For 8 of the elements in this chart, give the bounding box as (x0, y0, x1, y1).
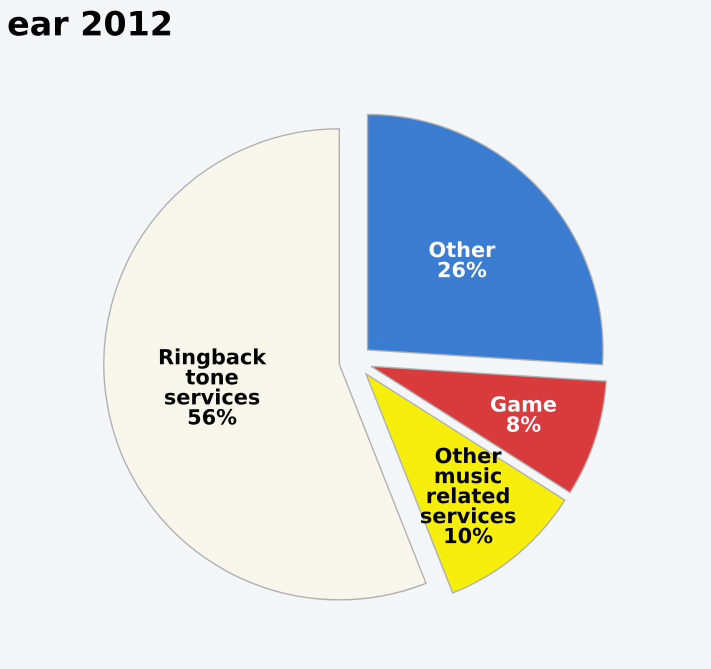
slice-label: Other (430, 241, 496, 258)
chart-title: ear 2012 (8, 10, 170, 36)
data-label: 8% (507, 416, 540, 432)
data-label: 10% (445, 528, 492, 544)
slice-label: Ringback tone services (160, 348, 267, 405)
slice-label: Game (491, 396, 556, 412)
data-label: 26% (438, 262, 486, 278)
data-label: 56% (188, 408, 236, 425)
